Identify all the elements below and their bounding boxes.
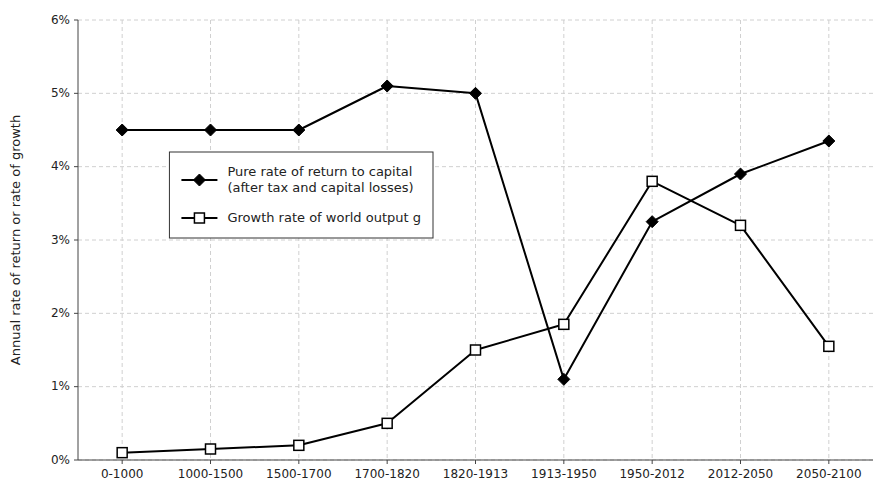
- x-grid-line: [298, 20, 299, 460]
- x-tick: [298, 460, 299, 464]
- x-tick-label: 0-1000: [101, 467, 144, 481]
- point: [823, 135, 835, 147]
- y-grid-line: [78, 313, 873, 314]
- x-grid-line: [652, 20, 653, 460]
- y-tick: [74, 386, 78, 387]
- y-tick-label: 5%: [51, 86, 70, 100]
- chart-container: 0% 1% 2% 3% 4% 5% 6% 0-1000 1000-1500 1500-1700 17…: [0, 0, 893, 500]
- x-tick: [475, 460, 476, 464]
- point: [470, 87, 482, 99]
- grid: [78, 20, 873, 460]
- series-line: [122, 181, 829, 452]
- x-tick-label: 1950-2012: [619, 467, 684, 481]
- point: [117, 448, 127, 458]
- plot-area: [116, 80, 835, 458]
- x-grid-line: [828, 20, 829, 460]
- legend: Pure rate of return to capital(after tax…: [169, 152, 433, 238]
- x-tick: [387, 460, 388, 464]
- legend-box: [169, 152, 433, 238]
- x-tick-label: 2012-2050: [708, 467, 773, 481]
- point: [646, 216, 658, 228]
- point: [736, 220, 746, 230]
- point: [293, 124, 305, 136]
- y-tick: [74, 460, 78, 461]
- point: [205, 124, 217, 136]
- axes: 0% 1% 2% 3% 4% 5% 6% 0-1000 1000-1500 1500-1700 17…: [51, 13, 873, 482]
- series-line: [122, 86, 829, 379]
- x-tick-label: 1820-1913: [443, 467, 508, 481]
- x-grid-line: [740, 20, 741, 460]
- y-tick-label: 4%: [51, 159, 70, 173]
- y-tick: [74, 313, 78, 314]
- x-tick: [828, 460, 829, 464]
- y-tick: [74, 93, 78, 94]
- x-tick: [740, 460, 741, 464]
- y-tick: [74, 20, 78, 21]
- point: [647, 176, 657, 186]
- x-tick: [210, 460, 211, 464]
- point: [294, 440, 304, 450]
- point: [116, 124, 128, 136]
- y-tick-label: 0%: [51, 453, 70, 467]
- legend-marker: [194, 213, 204, 223]
- x-tick-label: 2050-2100: [796, 467, 861, 481]
- x-grid-line: [210, 20, 211, 460]
- y-tick-label: 1%: [51, 379, 70, 393]
- y-tick-label: 6%: [51, 13, 70, 27]
- legend-label: Growth rate of world output g: [227, 210, 421, 225]
- x-tick-label: 1913-1950: [531, 467, 596, 481]
- x-tick-label: 1500-1700: [266, 467, 331, 481]
- y-tick: [74, 166, 78, 167]
- y-tick-label: 3%: [51, 233, 70, 247]
- legend-label: Pure rate of return to capital(after tax…: [227, 164, 413, 195]
- x-grid-line: [475, 20, 476, 460]
- point: [381, 80, 393, 92]
- x-grid-line: [122, 20, 123, 460]
- y-axis-label: Annual rate of return or rate of growth: [8, 115, 23, 365]
- x-tick: [652, 460, 653, 464]
- point: [382, 418, 392, 428]
- x-tick-label: 1700-1820: [354, 467, 419, 481]
- chart-svg: 0% 1% 2% 3% 4% 5% 6% 0-1000 1000-1500 1500-1700 17…: [0, 0, 893, 500]
- x-tick: [122, 460, 123, 464]
- point: [558, 373, 570, 385]
- point: [471, 345, 481, 355]
- point: [735, 168, 747, 180]
- y-tick-label: 2%: [51, 306, 70, 320]
- x-grid-line: [563, 20, 564, 460]
- point: [824, 341, 834, 351]
- point: [559, 319, 569, 329]
- legend-marker: [193, 174, 205, 186]
- x-tick-label: 1000-1500: [178, 467, 243, 481]
- point: [206, 444, 216, 454]
- y-tick: [74, 240, 78, 241]
- series: [116, 80, 835, 385]
- x-tick: [563, 460, 564, 464]
